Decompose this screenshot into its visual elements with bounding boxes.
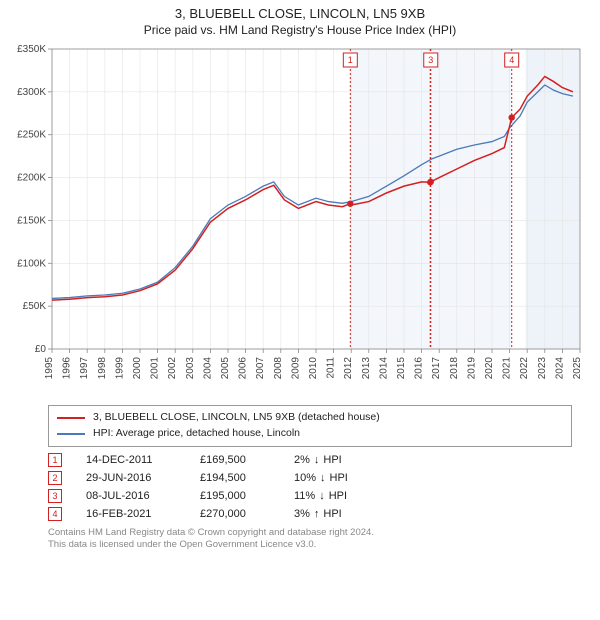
svg-text:£150K: £150K xyxy=(17,215,46,226)
legend-label: 3, BLUEBELL CLOSE, LINCOLN, LN5 9XB (det… xyxy=(93,410,380,426)
svg-text:2013: 2013 xyxy=(361,357,372,380)
arrow-down-icon: ↓ xyxy=(319,490,325,502)
svg-text:1995: 1995 xyxy=(44,357,55,380)
svg-text:2003: 2003 xyxy=(185,357,196,380)
sale-diff: 11%↓HPI xyxy=(294,490,384,502)
svg-text:4: 4 xyxy=(509,55,514,65)
sale-row: 2 29-JUN-2016 £194,500 10%↓HPI xyxy=(48,469,572,487)
legend-swatch xyxy=(57,417,85,419)
svg-text:£250K: £250K xyxy=(17,130,46,141)
sale-price: £169,500 xyxy=(200,454,270,466)
svg-text:2020: 2020 xyxy=(484,357,495,380)
chart-container: 3, BLUEBELL CLOSE, LINCOLN, LN5 9XB Pric… xyxy=(0,0,600,551)
attribution-line2: This data is licensed under the Open Gov… xyxy=(48,539,572,551)
svg-text:£0: £0 xyxy=(35,344,47,355)
chart: £0 £50K £100K £150K £200K £250K £300K £350K 1995… xyxy=(0,39,600,399)
svg-text:2011: 2011 xyxy=(326,357,337,379)
svg-text:2012: 2012 xyxy=(343,357,354,380)
svg-text:3: 3 xyxy=(428,55,433,65)
svg-text:2002: 2002 xyxy=(167,357,178,380)
attribution: Contains HM Land Registry data © Crown c… xyxy=(48,527,572,552)
sale-marker-1: 1 xyxy=(48,453,62,467)
sale-diff: 3%↑HPI xyxy=(294,508,384,520)
title-subtitle: Price paid vs. HM Land Registry's House … xyxy=(0,23,600,37)
sale-diff: 10%↓HPI xyxy=(294,472,384,484)
sale-diff: 2%↓HPI xyxy=(294,454,384,466)
sales-table: 1 14-DEC-2011 £169,500 2%↓HPI 2 29-JUN-2016 £1… xyxy=(48,451,572,523)
svg-text:2004: 2004 xyxy=(202,357,213,380)
svg-text:2005: 2005 xyxy=(220,357,231,380)
svg-text:£50K: £50K xyxy=(23,301,47,312)
legend-item: HPI: Average price, detached house, Linc… xyxy=(57,426,563,442)
sale-row: 1 14-DEC-2011 £169,500 2%↓HPI xyxy=(48,451,572,469)
svg-text:2014: 2014 xyxy=(378,357,389,380)
svg-text:2000: 2000 xyxy=(132,357,143,380)
svg-text:£350K: £350K xyxy=(17,44,46,55)
svg-text:£200K: £200K xyxy=(17,173,46,184)
titles: 3, BLUEBELL CLOSE, LINCOLN, LN5 9XB Pric… xyxy=(0,0,600,39)
arrow-down-icon: ↓ xyxy=(320,472,326,484)
legend: 3, BLUEBELL CLOSE, LINCOLN, LN5 9XB (det… xyxy=(48,405,572,447)
svg-text:£100K: £100K xyxy=(17,258,46,269)
svg-text:2023: 2023 xyxy=(537,357,548,380)
svg-text:£300K: £300K xyxy=(17,87,46,98)
arrow-down-icon: ↓ xyxy=(314,454,320,466)
sale-marker-3: 3 xyxy=(48,489,62,503)
chart-svg: £0 £50K £100K £150K £200K £250K £300K £350K 1995… xyxy=(0,39,600,399)
svg-text:1999: 1999 xyxy=(114,357,125,380)
arrow-up-icon: ↑ xyxy=(314,508,320,520)
svg-text:1996: 1996 xyxy=(62,357,73,380)
legend-swatch xyxy=(57,433,85,435)
legend-label: HPI: Average price, detached house, Linc… xyxy=(93,426,300,442)
sale-price: £270,000 xyxy=(200,508,270,520)
title-address: 3, BLUEBELL CLOSE, LINCOLN, LN5 9XB xyxy=(0,6,600,21)
svg-text:2025: 2025 xyxy=(572,357,583,380)
svg-text:2016: 2016 xyxy=(414,357,425,380)
svg-text:1997: 1997 xyxy=(79,357,90,380)
legend-item: 3, BLUEBELL CLOSE, LINCOLN, LN5 9XB (det… xyxy=(57,410,563,426)
svg-text:2007: 2007 xyxy=(255,357,266,380)
svg-text:2015: 2015 xyxy=(396,357,407,380)
sale-marker-4: 4 xyxy=(48,507,62,521)
svg-text:2021: 2021 xyxy=(502,357,513,380)
svg-text:2008: 2008 xyxy=(273,357,284,380)
svg-text:2006: 2006 xyxy=(238,357,249,380)
svg-text:1998: 1998 xyxy=(97,357,108,380)
sale-date: 29-JUN-2016 xyxy=(86,472,176,484)
sale-date: 14-DEC-2011 xyxy=(86,454,176,466)
svg-text:2024: 2024 xyxy=(554,357,565,380)
svg-text:2010: 2010 xyxy=(308,357,319,380)
svg-text:2022: 2022 xyxy=(519,357,530,380)
svg-text:2001: 2001 xyxy=(150,357,161,380)
sale-price: £194,500 xyxy=(200,472,270,484)
svg-text:2019: 2019 xyxy=(466,357,477,380)
svg-text:2009: 2009 xyxy=(290,357,301,380)
svg-text:1: 1 xyxy=(348,55,353,65)
sale-date: 16-FEB-2021 xyxy=(86,508,176,520)
sale-row: 3 08-JUL-2016 £195,000 11%↓HPI xyxy=(48,487,572,505)
sale-price: £195,000 xyxy=(200,490,270,502)
sale-row: 4 16-FEB-2021 £270,000 3%↑HPI xyxy=(48,505,572,523)
svg-text:2018: 2018 xyxy=(449,357,460,380)
sale-marker-2: 2 xyxy=(48,471,62,485)
attribution-line1: Contains HM Land Registry data © Crown c… xyxy=(48,527,572,539)
sale-date: 08-JUL-2016 xyxy=(86,490,176,502)
svg-text:2017: 2017 xyxy=(431,357,442,380)
